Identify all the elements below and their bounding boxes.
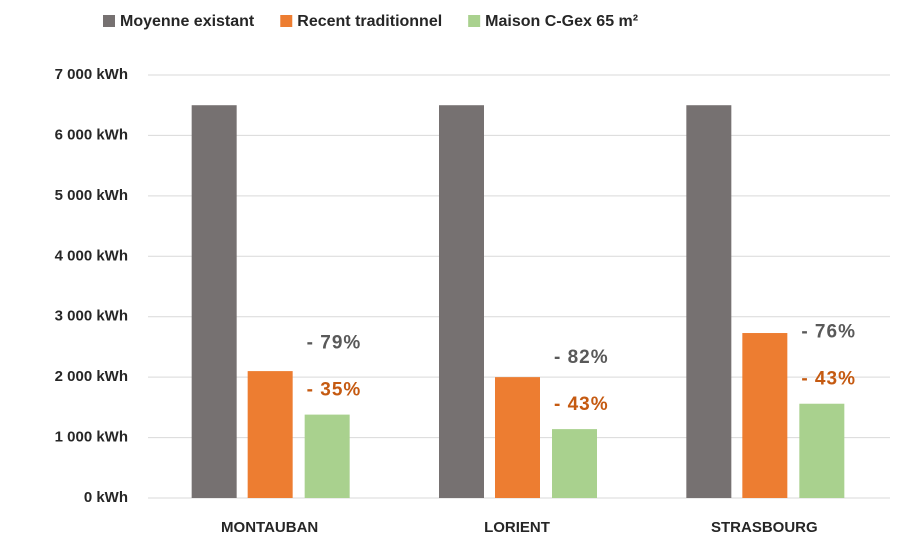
y-tick-label: 3 000 kWh	[55, 308, 128, 325]
annotation: - 43%	[801, 369, 856, 390]
bar	[495, 377, 540, 498]
y-tick-label: 0 kWh	[84, 489, 128, 506]
annotation: - 79%	[307, 333, 362, 354]
legend-swatch	[468, 15, 481, 27]
annotation: - 76%	[801, 322, 856, 343]
y-tick-label: 5 000 kWh	[55, 187, 128, 204]
bar	[191, 105, 237, 498]
y-tick-label: 7 000 kWh	[55, 66, 128, 83]
y-tick-label: 1 000 kWh	[55, 429, 128, 446]
y-tick-label: 6 000 kWh	[55, 126, 128, 143]
legend-swatch	[280, 15, 293, 27]
legend-label: Moyenne existant	[120, 13, 255, 30]
y-tick-label: 4 000 kWh	[55, 247, 128, 264]
bar	[552, 429, 597, 498]
bar	[247, 371, 293, 498]
bar	[686, 105, 732, 498]
x-tick-label: STRASBOURG	[711, 519, 818, 536]
bar	[304, 414, 350, 498]
annotation: - 82%	[554, 347, 609, 368]
x-tick-label: MONTAUBAN	[221, 519, 318, 536]
bar	[799, 403, 845, 498]
bar	[439, 105, 484, 498]
legend-label: Recent traditionnel	[297, 13, 442, 30]
x-tick-label: LORIENT	[484, 519, 550, 536]
y-tick-label: 2 000 kWh	[55, 368, 128, 385]
legend-swatch	[103, 15, 115, 27]
annotation: - 35%	[307, 380, 362, 401]
annotation: - 43%	[554, 394, 609, 415]
bar	[742, 333, 788, 498]
legend-label: Maison C-Gex 65 m²	[485, 13, 638, 30]
